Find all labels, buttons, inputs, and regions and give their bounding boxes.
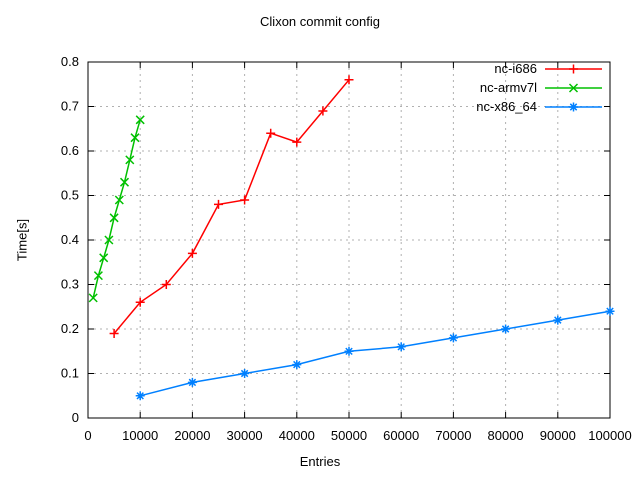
legend-sample-marker-nc-armv7l [568,83,579,93]
y-tick-label: 0.5 [61,188,79,203]
series-markers-nc-i686 [109,75,354,338]
legend-sample-marker-nc-x86_64 [569,102,578,112]
y-tick-label: 0.3 [61,277,79,292]
y-tick-label: 0.7 [61,99,79,114]
x-tick-label: 40000 [279,428,315,443]
x-tick-label: 70000 [435,428,471,443]
legend-label-nc-i686: nc-i686 [494,61,537,76]
legend-sample-marker-nc-i686 [569,64,578,74]
x-tick-label: 0 [84,428,91,443]
series-markers-nc-armv7l [88,115,145,303]
x-tick-label: 20000 [174,428,210,443]
x-tick-label: 100000 [588,428,631,443]
y-tick-label: 0 [72,410,79,425]
y-tick-label: 0.1 [61,366,79,381]
legend-label-nc-armv7l: nc-armv7l [480,80,537,95]
legend-label-nc-x86_64: nc-x86_64 [476,99,537,114]
y-tick-label: 0.4 [61,232,79,247]
x-tick-label: 80000 [488,428,524,443]
chart-title: Clixon commit config [260,14,380,29]
x-tick-label: 50000 [331,428,367,443]
y-tick-label: 0.2 [61,321,79,336]
x-tick-label: 10000 [122,428,158,443]
x-tick-label: 30000 [227,428,263,443]
y-tick-label: 0.6 [61,143,79,158]
y-axis-label: Time[s] [14,218,30,262]
series-markers-nc-x86_64 [135,306,615,401]
series-line-nc-i686 [113,79,350,334]
x-tick-label: 60000 [383,428,419,443]
series-line-nc-x86_64 [140,310,611,397]
x-tick-label: 90000 [540,428,576,443]
series-line-nc-armv7l [92,119,141,299]
x-axis-label: Entries [299,454,341,469]
y-tick-label: 0.8 [61,54,79,69]
